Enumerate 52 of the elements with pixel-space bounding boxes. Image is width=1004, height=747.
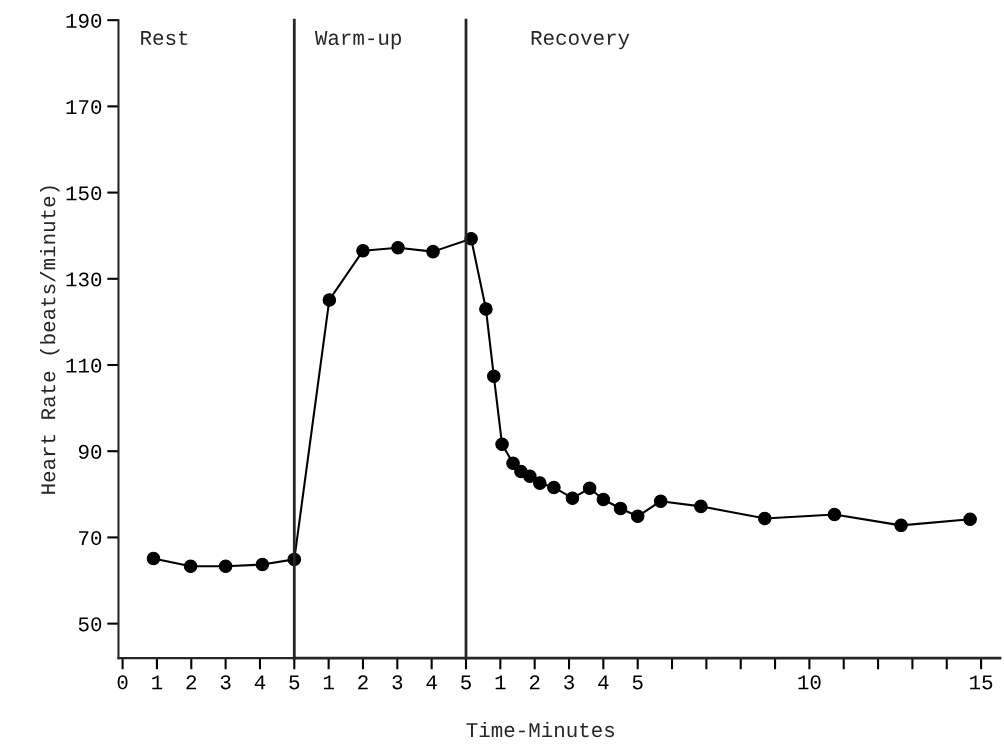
- point: [533, 476, 547, 490]
- annotation: Recovery: [531, 31, 630, 50]
- x-tick-label: 3: [564, 675, 574, 690]
- x-tick-label: 4: [598, 675, 609, 690]
- point: [487, 369, 501, 383]
- point: [582, 481, 597, 496]
- point: [356, 244, 370, 258]
- point: [963, 512, 977, 527]
- x-tick-label: 4: [254, 675, 266, 690]
- x-tick-label: 3: [220, 675, 231, 690]
- point: [894, 518, 908, 533]
- x-tick-label: 2: [186, 675, 197, 690]
- y-tick-label: 170: [66, 99, 102, 115]
- x-tick-label: 2: [358, 675, 368, 690]
- y-tick-label: 90: [78, 444, 102, 459]
- point: [391, 240, 405, 255]
- point: [495, 437, 509, 452]
- y-tick-label: 70: [79, 531, 102, 546]
- x-tick-label: 2: [529, 675, 540, 690]
- x-tick-label: 1: [495, 675, 506, 690]
- x-tick-label: 0: [117, 675, 128, 690]
- x-axis-title: Time-Minutes: [466, 721, 615, 738]
- point: [565, 491, 580, 505]
- point: [653, 494, 668, 508]
- x-tick-label: 1: [323, 675, 334, 690]
- y-tick-label: 130: [66, 272, 102, 287]
- point: [479, 302, 493, 316]
- point: [757, 511, 772, 526]
- point: [694, 499, 708, 514]
- x-tick-label: 3: [392, 675, 403, 690]
- x-tick-label: 4: [426, 675, 437, 690]
- point: [613, 501, 628, 516]
- annotation: Rest: [141, 30, 188, 46]
- point: [523, 469, 537, 483]
- x-tick-label: 5: [289, 675, 300, 690]
- y-tick-label: 150: [66, 186, 102, 201]
- annotation: Warm-up: [314, 31, 401, 50]
- x-tick-label: 5: [632, 675, 643, 690]
- point: [630, 509, 645, 524]
- point: [827, 507, 842, 522]
- x-tick-label: 10: [798, 675, 821, 690]
- point: [322, 293, 337, 307]
- y-axis-title: Heart Rate (beats/minute): [40, 186, 60, 494]
- point: [506, 456, 520, 471]
- point: [547, 480, 561, 495]
- y-tick-label: 50: [78, 617, 102, 632]
- y-tick-label: 110: [66, 358, 102, 373]
- y-tick-label: 190: [66, 13, 102, 28]
- point: [596, 492, 611, 507]
- x-tick-label: 5: [461, 675, 471, 690]
- x-tick-label: 1: [152, 675, 163, 690]
- x-tick-label: 15: [970, 675, 993, 690]
